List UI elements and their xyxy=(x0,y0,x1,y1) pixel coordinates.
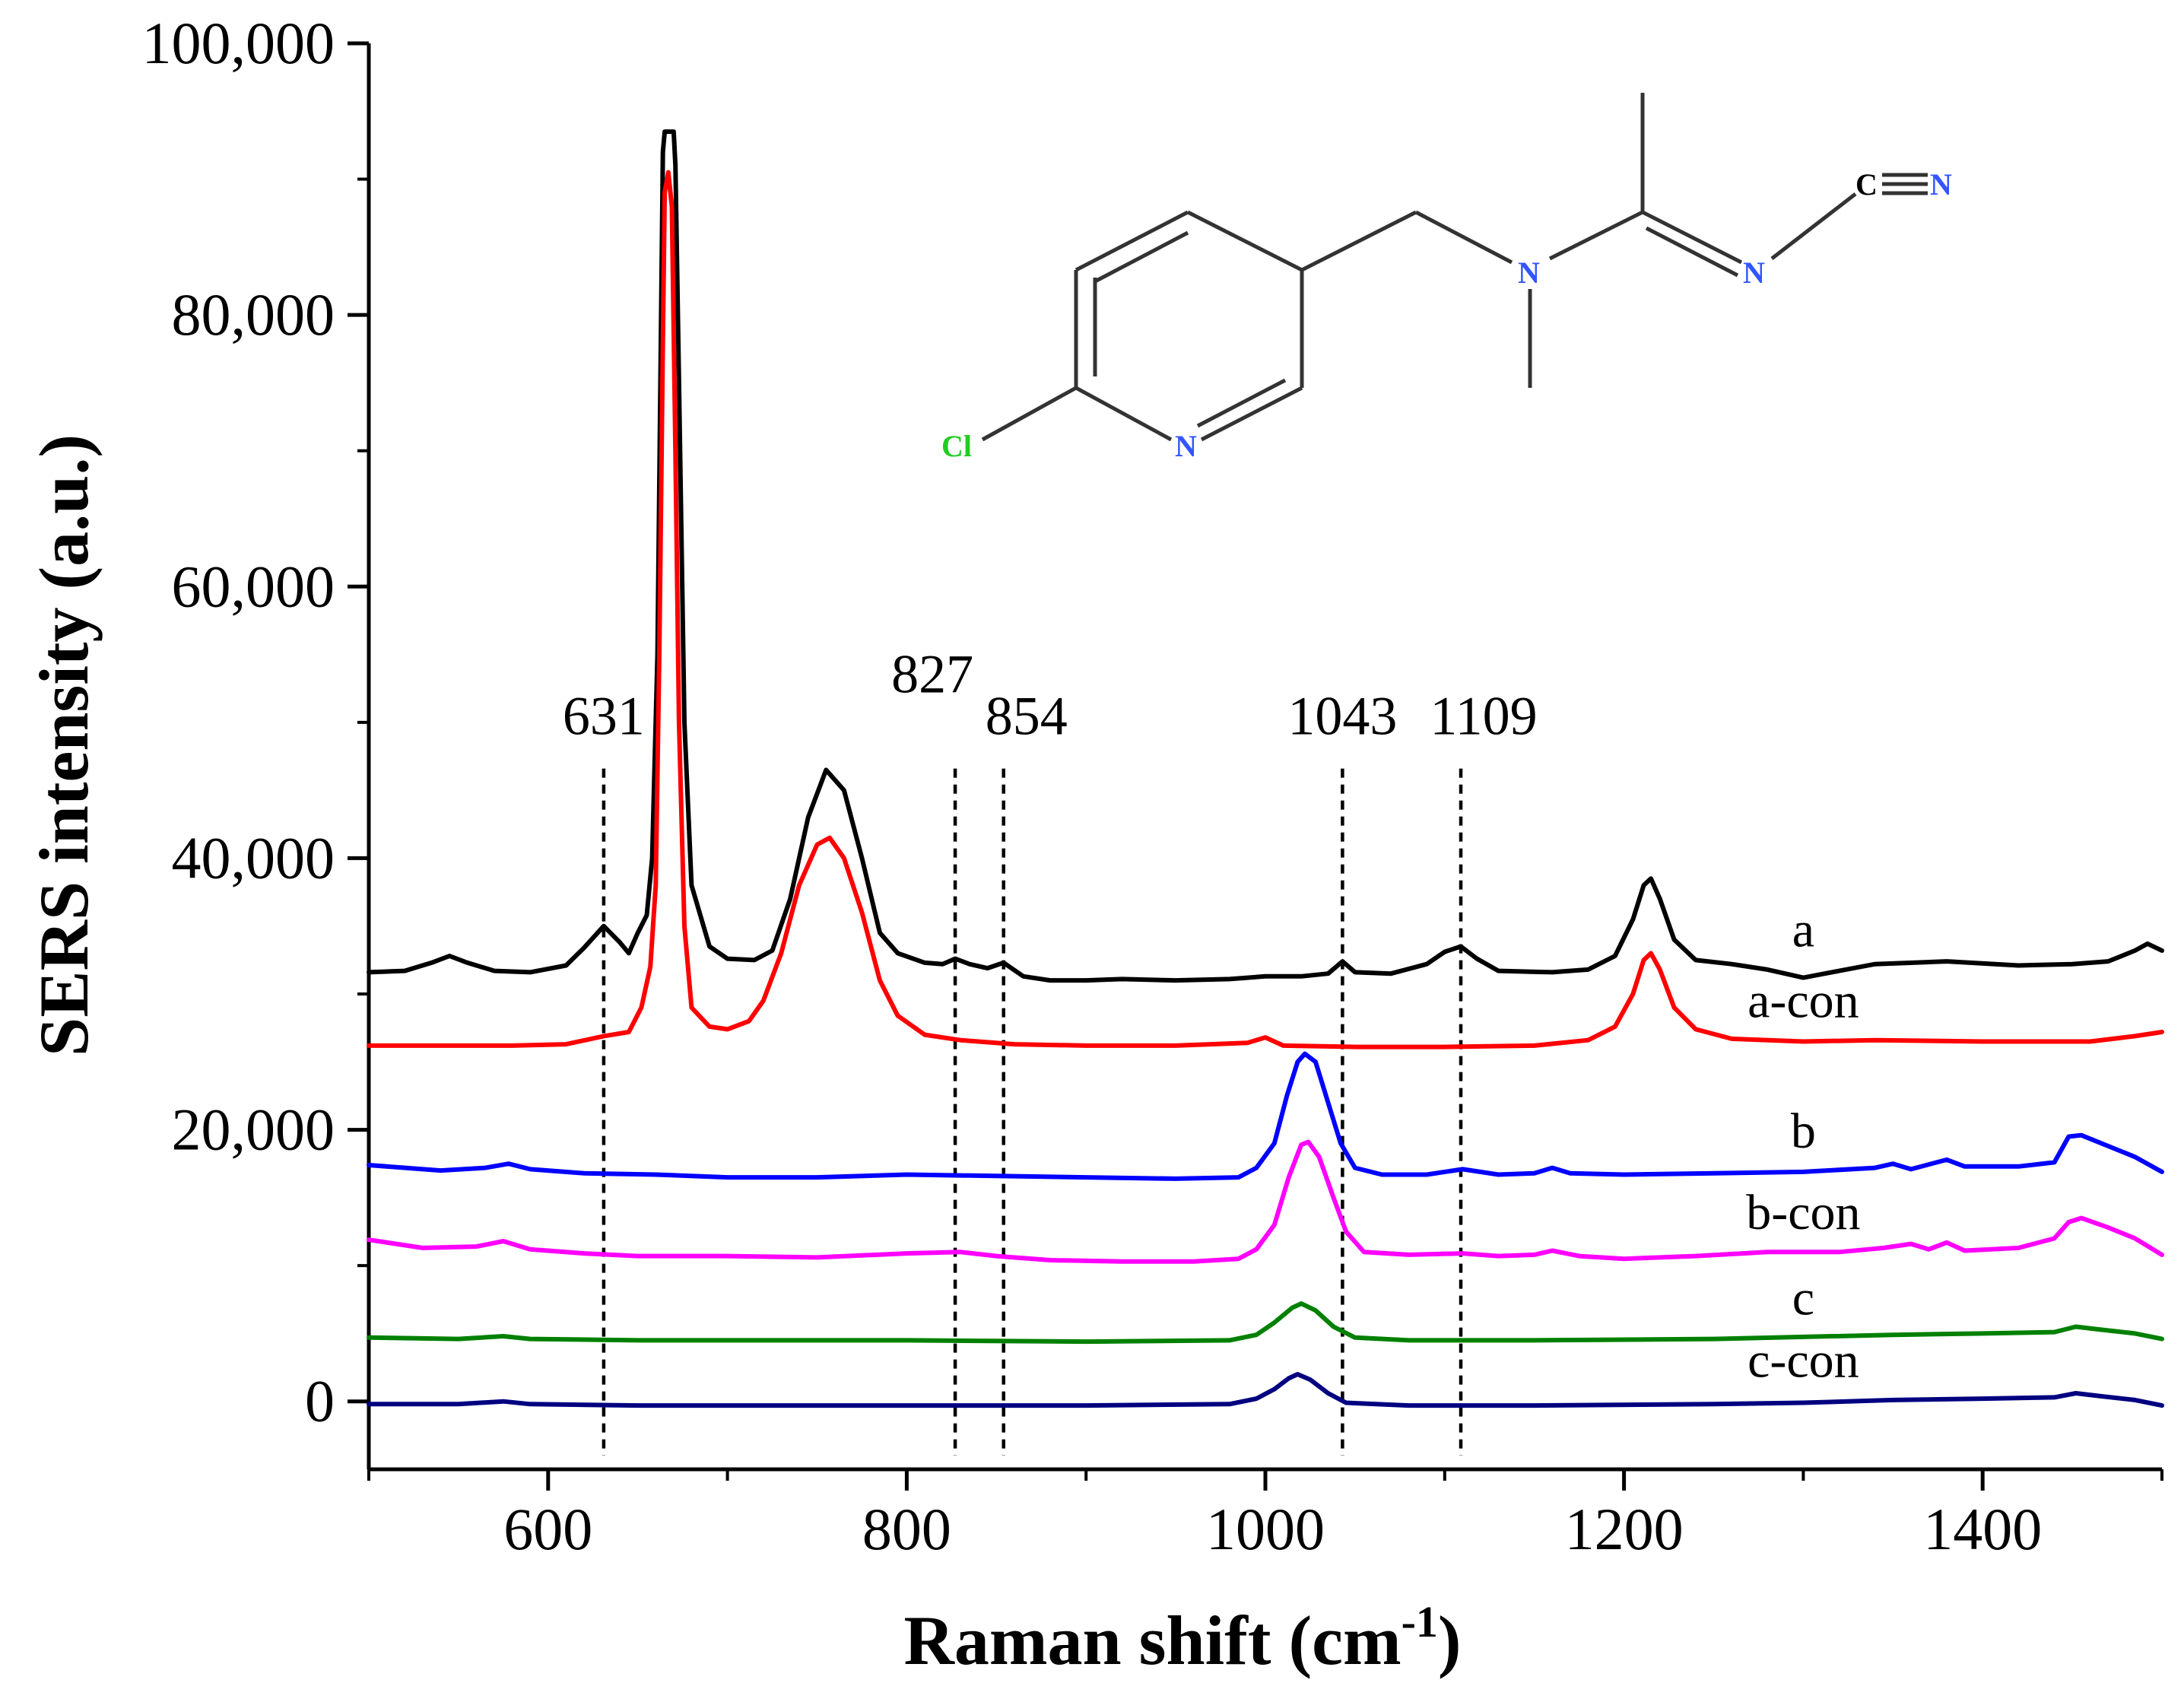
n-cn-bond xyxy=(1770,192,1857,260)
x-axis-title: Raman shift (cm-1) xyxy=(903,1597,1461,1679)
y-tick-label: 100,000 xyxy=(142,10,335,76)
y-tick-label: 80,000 xyxy=(172,281,335,348)
x-tick-label: 1400 xyxy=(1923,1496,2042,1562)
ring-bond-4 xyxy=(1200,386,1303,442)
y-axis-title: SERS intensity (a.u.) xyxy=(25,434,103,1056)
series-lines xyxy=(367,129,2164,1408)
series-labels: a a-con b b-con c c-con xyxy=(1746,903,1860,1389)
ring-double-1 xyxy=(1094,230,1189,284)
cl-bond xyxy=(981,386,1078,442)
peak-label-631: 631 xyxy=(563,686,645,747)
ring-bond-2 xyxy=(1186,210,1303,272)
series-line-c-con xyxy=(367,1372,2164,1408)
ring-bond-1 xyxy=(1075,210,1189,272)
atom-n-amine: N xyxy=(1518,256,1540,290)
molecule-atoms: Cl N N N C N xyxy=(941,167,1952,463)
ch2-bond-1 xyxy=(1300,210,1417,272)
series-label-c: c xyxy=(1792,1270,1814,1326)
atom-n-nitrile: N xyxy=(1930,167,1952,202)
series-line-c xyxy=(367,1301,2164,1345)
series-label-b-con: b-con xyxy=(1746,1185,1860,1240)
series-line-b-con xyxy=(367,1139,2164,1264)
peak-label-827: 827 xyxy=(891,644,973,705)
y-tick-label: 40,000 xyxy=(172,824,335,891)
series-label-a-con: a-con xyxy=(1748,973,1859,1028)
series-line-a xyxy=(367,129,2164,983)
x-tick-label: 600 xyxy=(503,1496,592,1562)
x-tick-label: 800 xyxy=(862,1496,951,1562)
atom-n-imine: N xyxy=(1743,256,1765,290)
axes: 0 20,000 40,000 60,000 80,000 100,000 600 800 10… xyxy=(142,10,2163,1562)
atom-cl: Cl xyxy=(941,429,972,463)
peak-label-854: 854 xyxy=(986,686,1068,747)
atom-c-nitrile: C xyxy=(1855,167,1878,202)
x-axis-title-sup: -1 xyxy=(1402,1597,1438,1646)
peak-label-1109: 1109 xyxy=(1430,686,1537,747)
ring-bond-5 xyxy=(1075,386,1173,442)
ring-double-3 xyxy=(1196,378,1287,428)
n-c-bond xyxy=(1548,210,1644,261)
series-line-a-con xyxy=(367,170,2164,1049)
x-tick-label: 1200 xyxy=(1565,1496,1684,1562)
y-tick-label: 0 xyxy=(305,1368,335,1434)
peak-label-1043: 1043 xyxy=(1287,686,1397,747)
series-label-c-con: c-con xyxy=(1748,1333,1859,1389)
series-line-b xyxy=(367,1051,2164,1181)
y-tick-label: 60,000 xyxy=(172,553,335,619)
atom-n-ring: N xyxy=(1175,429,1197,463)
x-axis-title-tail: ) xyxy=(1438,1602,1462,1679)
molecule-structure xyxy=(981,93,1928,442)
series-label-b: b xyxy=(1791,1103,1816,1159)
x-axis-title-main: Raman shift (cm xyxy=(903,1602,1401,1679)
x-tick-label: 1000 xyxy=(1206,1496,1325,1562)
series-label-a: a xyxy=(1792,903,1814,958)
c-n-double-2 xyxy=(1645,226,1739,278)
ch2-bond-2 xyxy=(1414,210,1513,265)
y-tick-label: 20,000 xyxy=(172,1097,335,1163)
c-n-double-1 xyxy=(1641,210,1743,265)
